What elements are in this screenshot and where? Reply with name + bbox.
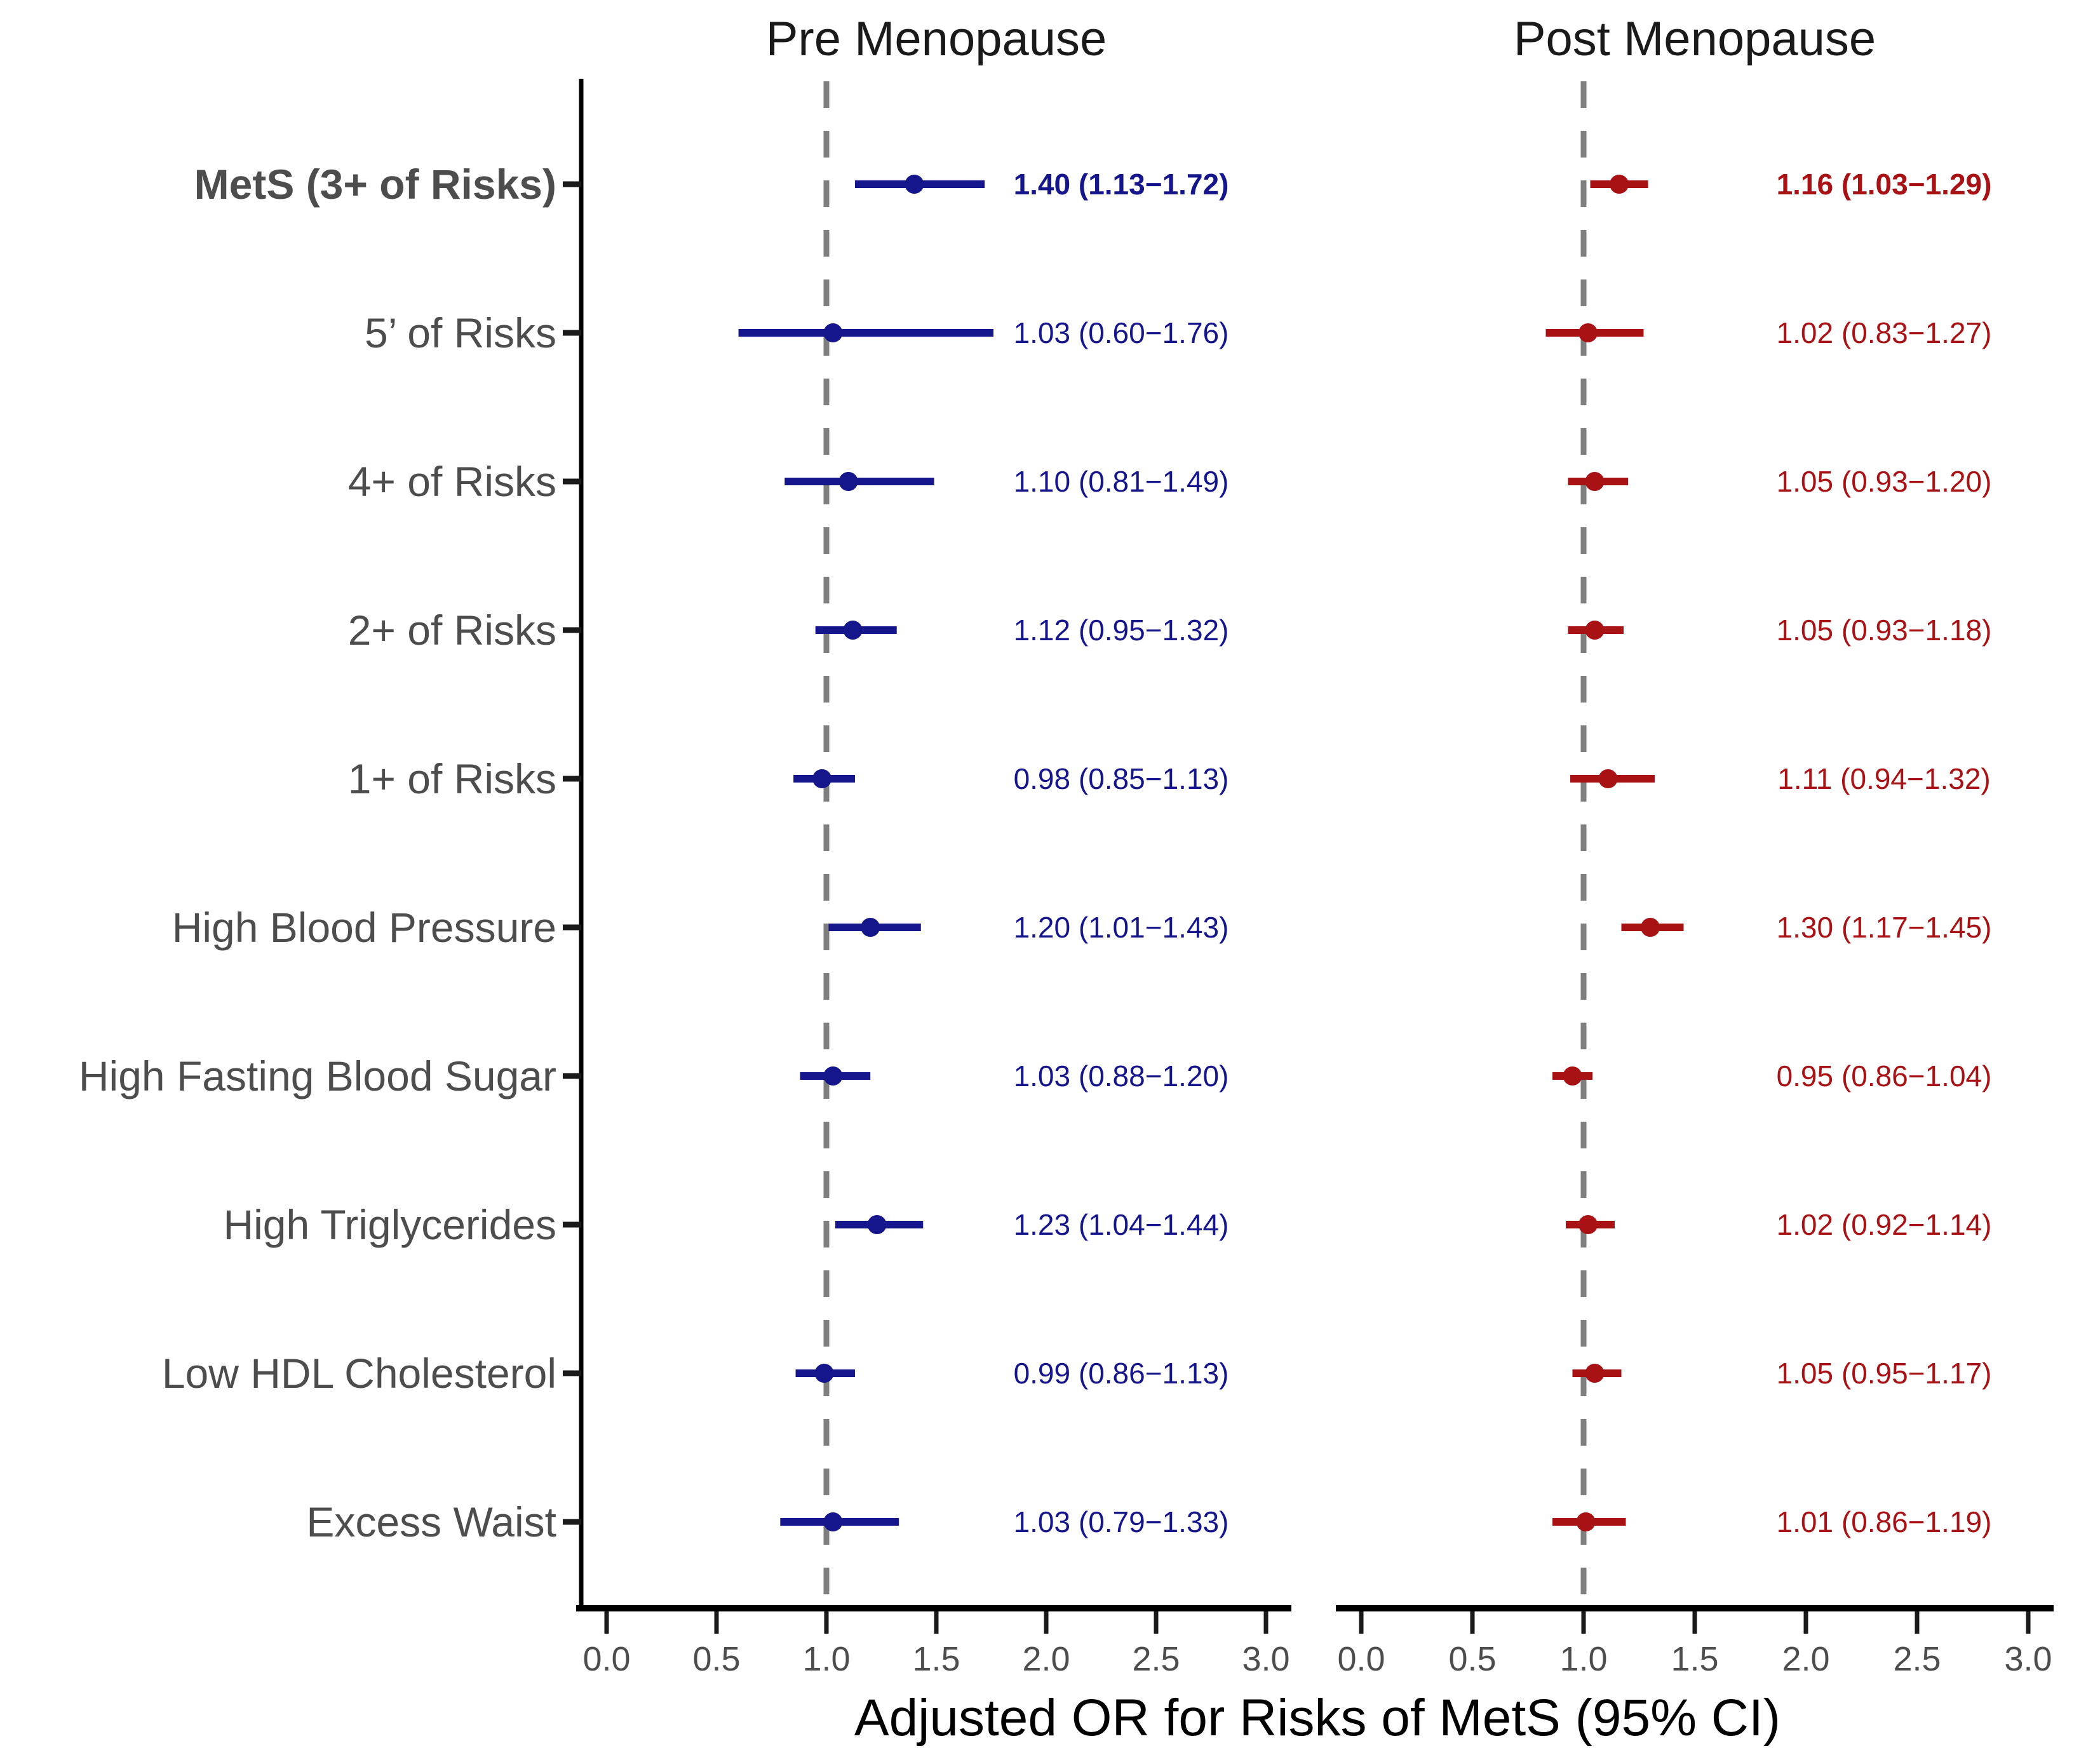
or-ci-value-label: 1.05 (0.95−1.17) (1777, 1357, 1992, 1390)
or-point (905, 175, 924, 194)
x-tick-label: 1.0 (1559, 1640, 1607, 1678)
or-point (1598, 769, 1618, 788)
x-tick-label: 0.5 (692, 1640, 740, 1678)
or-point (1610, 175, 1629, 194)
x-axis-title: Adjusted OR for Risks of MetS (95% CI) (854, 1689, 1781, 1747)
or-point (1585, 621, 1605, 640)
panel-title-post-menopause: Post Menopause (1513, 12, 1876, 66)
x-tick-label: 1.5 (912, 1640, 960, 1678)
category-label: 2+ of Risks (348, 607, 556, 654)
or-ci-value-label: 1.03 (0.60−1.76) (1014, 316, 1229, 349)
category-label: Excess Waist (306, 1498, 556, 1545)
or-point (814, 1364, 834, 1383)
or-point (812, 769, 832, 788)
category-label: High Blood Pressure (172, 904, 556, 951)
x-tick-label: 2.0 (1782, 1640, 1829, 1678)
or-point (867, 1215, 887, 1234)
x-tick-label: 0.0 (1337, 1640, 1385, 1678)
category-label: High Triglycerides (223, 1201, 556, 1248)
or-ci-value-label: 1.30 (1.17−1.45) (1777, 911, 1992, 944)
or-point (823, 1512, 843, 1531)
or-ci-value-label: 1.01 (0.86−1.19) (1777, 1505, 1992, 1538)
x-tick-label: 2.0 (1022, 1640, 1070, 1678)
or-ci-value-label: 1.03 (0.88−1.20) (1014, 1059, 1229, 1093)
or-point (843, 621, 863, 640)
x-tick-label: 0.5 (1448, 1640, 1496, 1678)
category-label: 1+ of Risks (348, 755, 556, 802)
or-point (1578, 1215, 1598, 1234)
or-ci-value-label: 1.05 (0.93−1.18) (1777, 614, 1992, 647)
or-ci-value-label: 1.40 (1.13−1.72) (1014, 168, 1229, 201)
x-tick-label: 1.0 (802, 1640, 850, 1678)
or-ci-value-label: 1.02 (0.92−1.14) (1777, 1208, 1992, 1241)
or-point (823, 323, 843, 342)
x-tick-label: 2.5 (1132, 1640, 1180, 1678)
or-point (861, 918, 880, 937)
or-point (1576, 1512, 1596, 1531)
or-ci-value-label: 1.05 (0.93−1.20) (1777, 465, 1992, 498)
x-tick-label: 1.5 (1671, 1640, 1718, 1678)
x-tick-label: 2.5 (1893, 1640, 1941, 1678)
or-ci-value-label: 0.95 (0.86−1.04) (1777, 1059, 1992, 1093)
or-ci-value-label: 1.12 (0.95−1.32) (1014, 614, 1229, 647)
or-ci-value-label: 1.02 (0.83−1.27) (1777, 316, 1992, 349)
category-label: 5’ of Risks (365, 309, 556, 356)
category-label: 4+ of Risks (348, 458, 556, 505)
or-ci-value-label: 0.98 (0.85−1.13) (1014, 762, 1229, 795)
or-ci-value-label: 1.11 (0.94−1.32) (1777, 762, 1990, 795)
panel-title-pre-menopause: Pre Menopause (765, 12, 1107, 66)
category-label: MetS (3+ of Risks) (194, 161, 556, 208)
or-point (1641, 918, 1660, 937)
or-ci-value-label: 1.20 (1.01−1.43) (1014, 911, 1229, 944)
or-point (838, 472, 858, 491)
category-label: Low HDL Cholesterol (162, 1350, 556, 1397)
or-ci-value-label: 1.16 (1.03−1.29) (1777, 168, 1992, 201)
or-ci-value-label: 1.23 (1.04−1.44) (1014, 1208, 1229, 1241)
x-tick-label: 0.0 (582, 1640, 630, 1678)
or-point (1578, 323, 1598, 342)
or-point (1563, 1066, 1582, 1086)
x-tick-label: 3.0 (2004, 1640, 2052, 1678)
or-point (823, 1066, 843, 1086)
category-label: High Fasting Blood Sugar (79, 1052, 556, 1099)
or-ci-value-label: 1.10 (0.81−1.49) (1014, 465, 1229, 498)
x-tick-label: 3.0 (1242, 1640, 1289, 1678)
or-point (1585, 472, 1605, 491)
or-ci-value-label: 0.99 (0.86−1.13) (1014, 1357, 1229, 1390)
or-point (1585, 1364, 1605, 1383)
or-ci-value-label: 1.03 (0.79−1.33) (1014, 1505, 1229, 1538)
